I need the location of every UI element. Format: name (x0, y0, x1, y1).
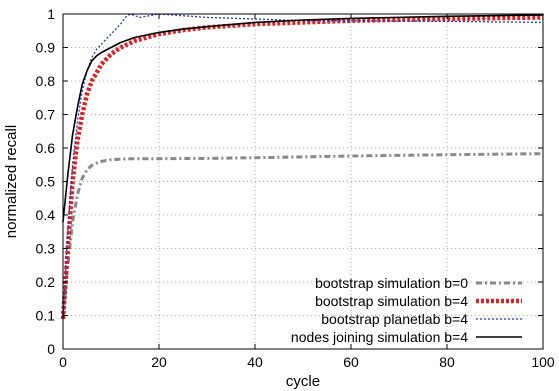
x-tick-label: 0 (59, 354, 67, 370)
series-line-2 (60, 15, 544, 320)
y-tick-label: 1 (47, 6, 55, 22)
x-axis-label: cycle (286, 373, 320, 390)
ticks: 0 20 40 60 80 100 0 0.1 0.2 0.3 0.4 0.5 0.6 0.7 0.8 0.9… (36, 6, 555, 370)
y-tick-label: 0.8 (36, 73, 56, 89)
series-line-1 (61, 152, 544, 320)
y-tick-label: 0 (47, 341, 55, 357)
legend-label: nodes joining simulation b=4 (291, 329, 468, 345)
grid (63, 14, 543, 349)
y-tick-label: 0.3 (36, 241, 56, 257)
y-tick-label: 0.7 (36, 107, 56, 123)
x-tick-label: 20 (151, 354, 167, 370)
series-layer (60, 13, 544, 320)
legend-label: bootstrap simulation b=0 (315, 275, 468, 291)
legend-label: bootstrap simulation b=4 (315, 293, 468, 309)
y-tick-label: 0.5 (36, 174, 56, 190)
y-axis-label: normalized recall (3, 125, 20, 238)
y-tick-label: 0.4 (36, 207, 56, 223)
series-line-4 (62, 14, 544, 223)
y-tick-label: 0.2 (36, 274, 56, 290)
legend: bootstrap simulation b=0 bootstrap simula… (291, 275, 522, 345)
y-tick-label: 0.9 (36, 40, 56, 56)
series-line-3 (62, 13, 544, 319)
x-tick-label: 60 (343, 354, 359, 370)
x-tick-label: 40 (247, 354, 263, 370)
x-tick-label: 80 (439, 354, 455, 370)
legend-label: bootstrap planetlab b=4 (321, 311, 468, 327)
x-tick-label: 100 (531, 354, 555, 370)
y-tick-label: 0.6 (36, 140, 56, 156)
y-tick-label: 0.1 (36, 308, 56, 324)
